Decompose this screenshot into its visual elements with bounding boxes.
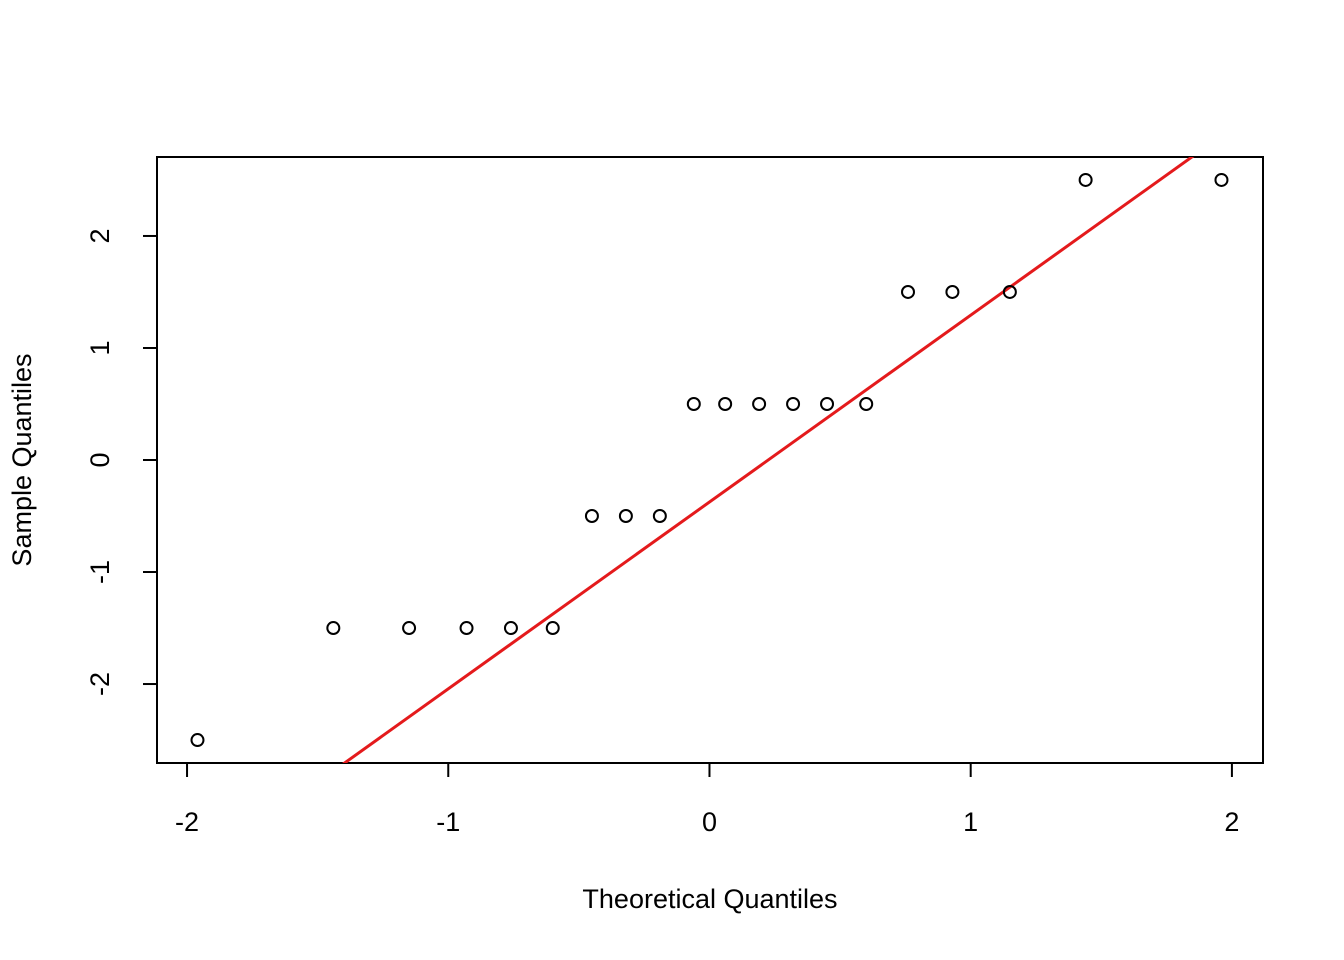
x-axis-title: Theoretical Quantiles xyxy=(582,884,837,914)
plot-box xyxy=(156,156,1264,764)
y-tick-label: -1 xyxy=(85,560,115,584)
point xyxy=(1214,172,1229,187)
point xyxy=(459,621,474,636)
point xyxy=(190,733,205,748)
point xyxy=(1002,284,1017,299)
x-tick-label: 1 xyxy=(963,807,978,837)
point xyxy=(786,396,801,411)
point xyxy=(652,509,667,524)
y-axis-title: Sample Quantiles xyxy=(7,353,37,566)
point xyxy=(945,284,960,299)
reference-line xyxy=(342,157,1195,763)
y-tick-label: 2 xyxy=(85,228,115,243)
point xyxy=(718,396,733,411)
point xyxy=(545,621,560,636)
point xyxy=(1078,172,1093,187)
y-tick-label: 1 xyxy=(85,340,115,355)
point xyxy=(618,509,633,524)
x-tick-label: 0 xyxy=(702,807,717,837)
x-tick-label: 2 xyxy=(1224,807,1239,837)
point xyxy=(752,396,767,411)
point xyxy=(686,396,701,411)
y-tick-label: 0 xyxy=(85,452,115,467)
point xyxy=(503,621,518,636)
point xyxy=(859,396,874,411)
point xyxy=(584,509,599,524)
x-tick-label: -1 xyxy=(436,807,460,837)
point xyxy=(901,284,916,299)
point xyxy=(326,621,341,636)
y-tick-label: -2 xyxy=(85,672,115,696)
point xyxy=(402,621,417,636)
x-tick-label: -2 xyxy=(175,807,199,837)
point xyxy=(820,396,835,411)
